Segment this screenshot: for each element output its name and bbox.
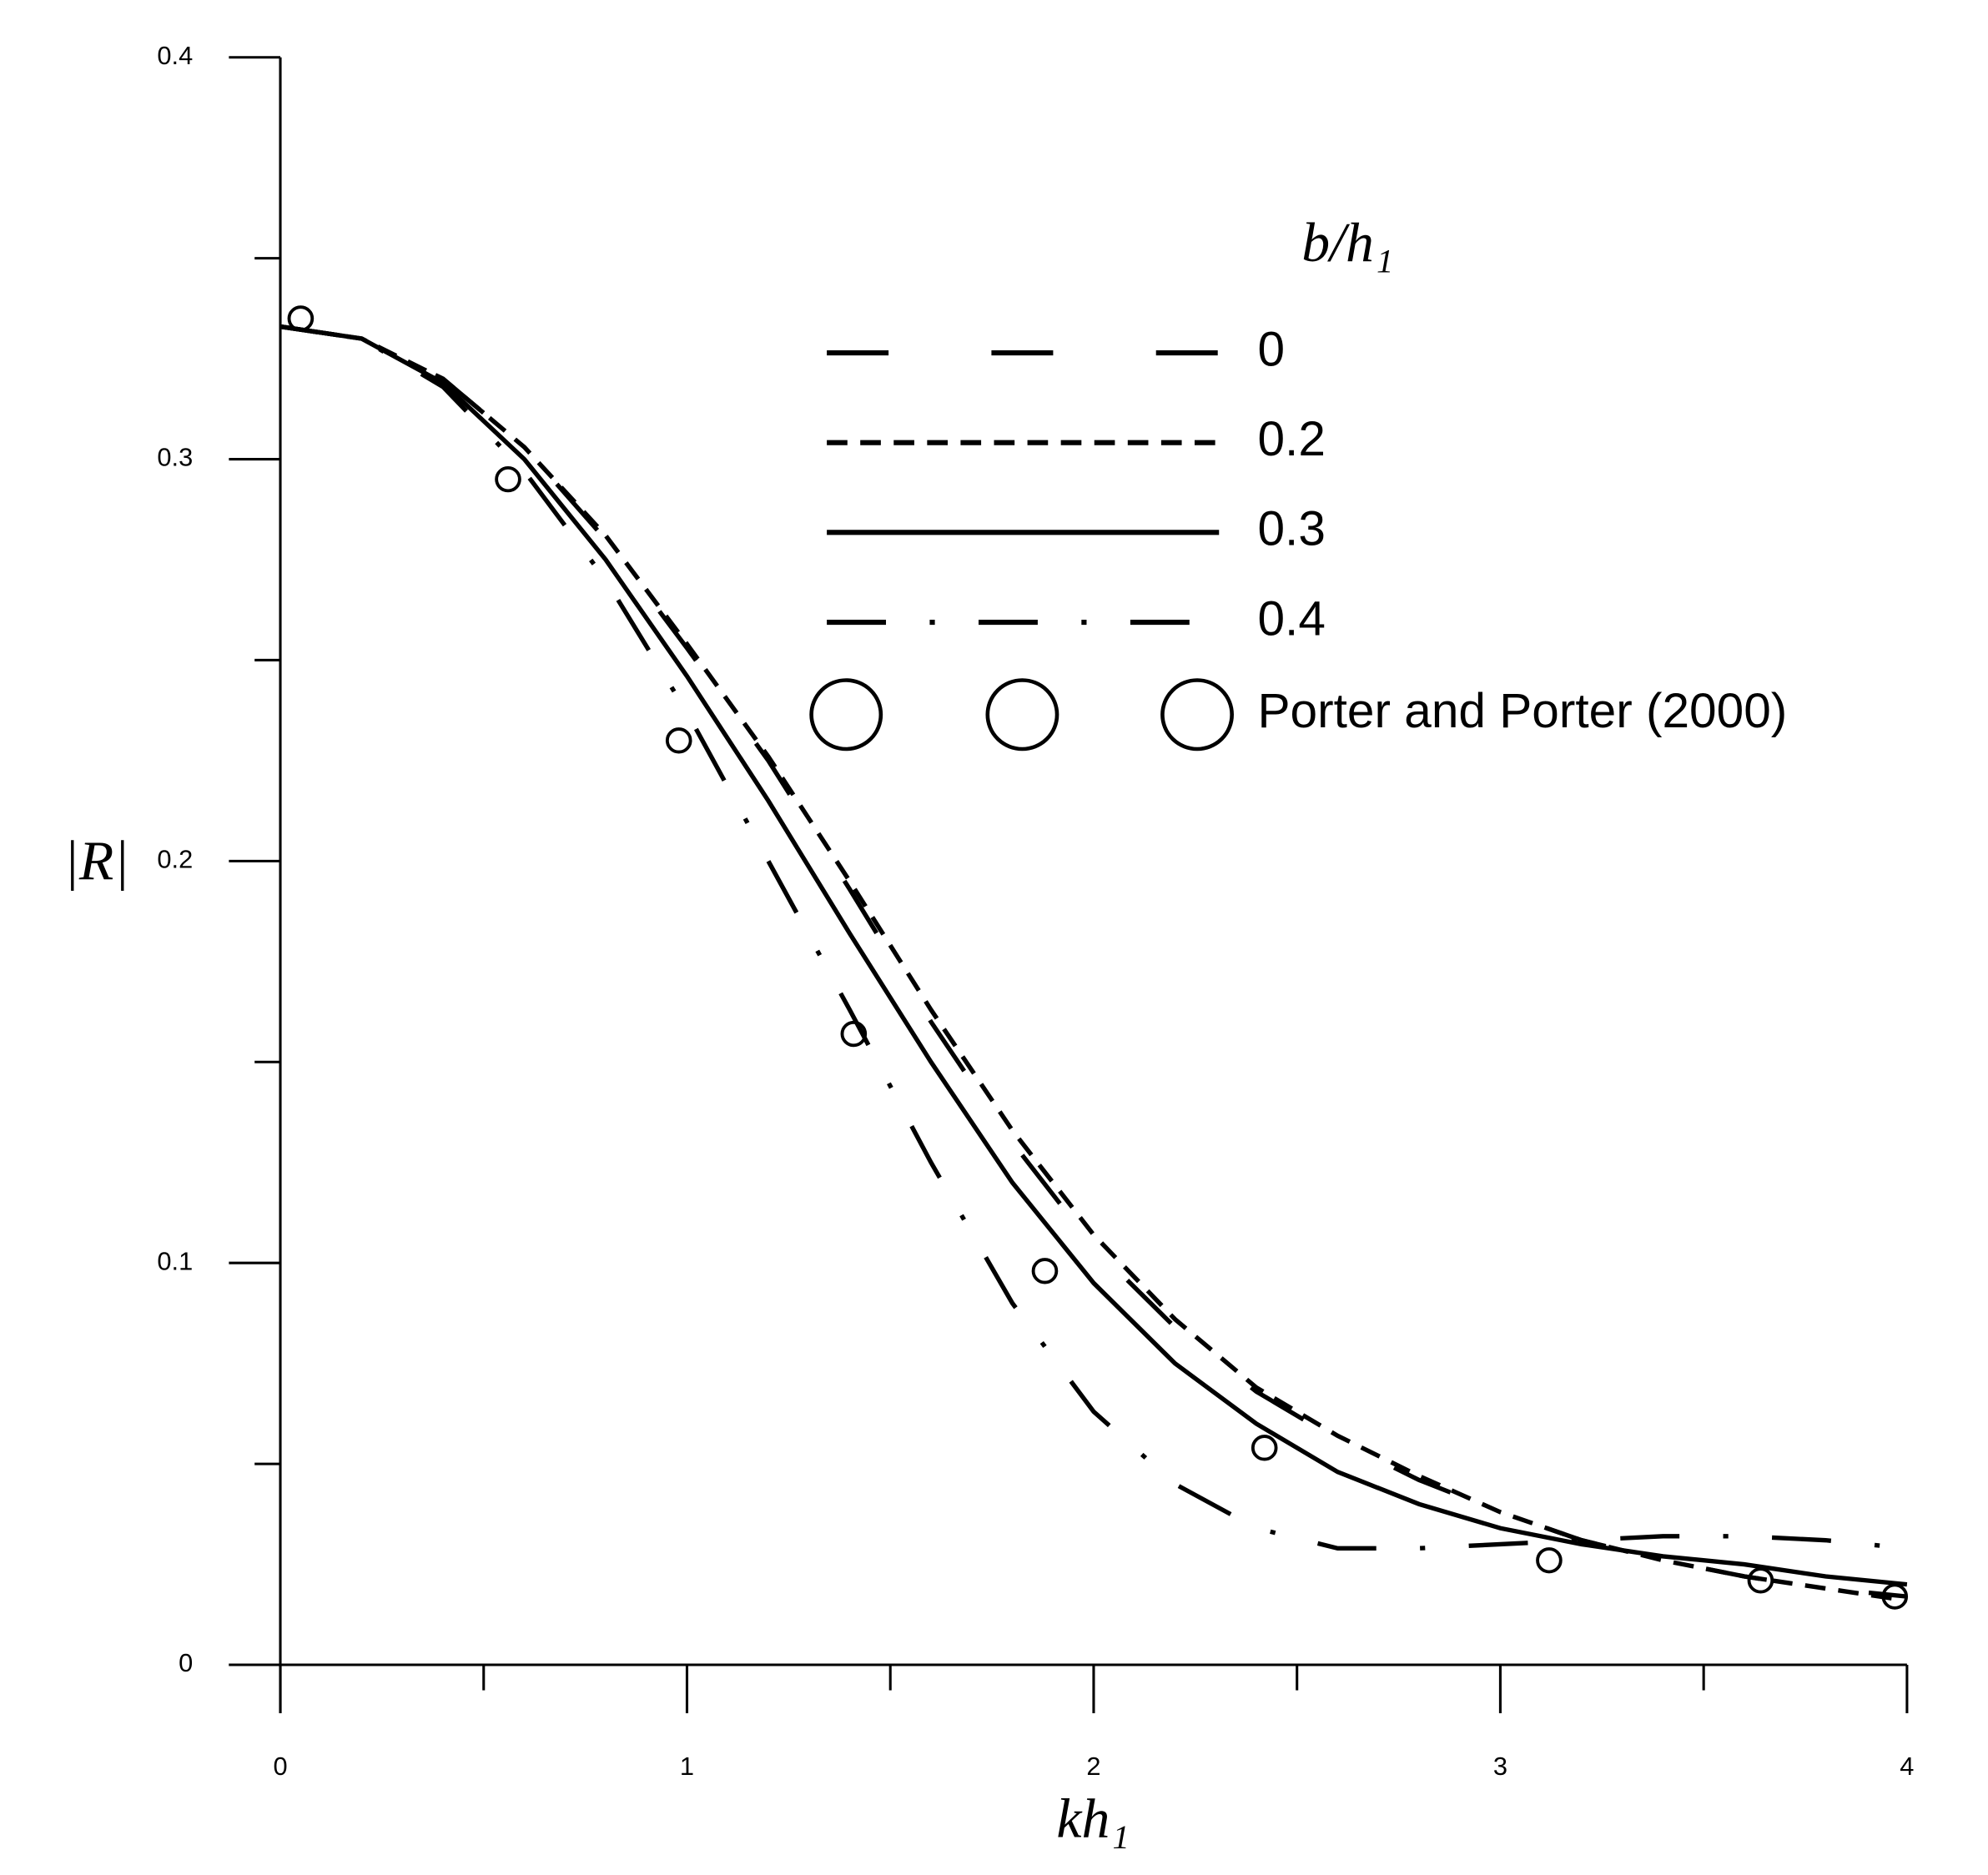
legend-title: b/h₁ [1301,211,1393,274]
legend-marker [985,678,1059,752]
data-point [1031,1258,1059,1284]
data-point [1747,1567,1774,1594]
y-tick-label: 0 [179,1648,193,1677]
y-tick-label: 0.3 [157,443,193,472]
line-series [279,324,1908,1551]
data-point [287,305,315,332]
legend-marker [809,678,883,752]
x-tick-label: 2 [1086,1752,1100,1781]
x-tick-label: 4 [1900,1752,1914,1781]
y-tick-label: 0.2 [157,845,193,874]
x-tick-label: 1 [680,1752,694,1781]
data-point [665,727,692,754]
legend-marker [1160,678,1234,752]
x-tick-label: 3 [1493,1752,1507,1781]
x-tick-label: 0 [273,1752,287,1781]
legend-label: Porter and Porter (2000) [1257,684,1787,738]
line-series [279,324,1908,1603]
line-series [279,324,1908,1599]
data-point [1251,1435,1278,1461]
y-tick-label: 0.4 [157,41,193,70]
legend-label: 0.3 [1257,502,1325,556]
line-series [279,324,1908,1587]
legend-label: 0.4 [1257,592,1325,646]
y-axis-label: |R| [63,829,129,892]
data-point [1536,1547,1563,1574]
data-point [1881,1583,1909,1610]
legend-label: 0.2 [1257,412,1325,466]
y-tick-label: 0.1 [157,1246,193,1275]
x-axis-label: kh₁ [1056,1787,1130,1850]
data-point [495,465,521,493]
legend-label: 0 [1257,323,1285,377]
data-point [840,1020,868,1048]
